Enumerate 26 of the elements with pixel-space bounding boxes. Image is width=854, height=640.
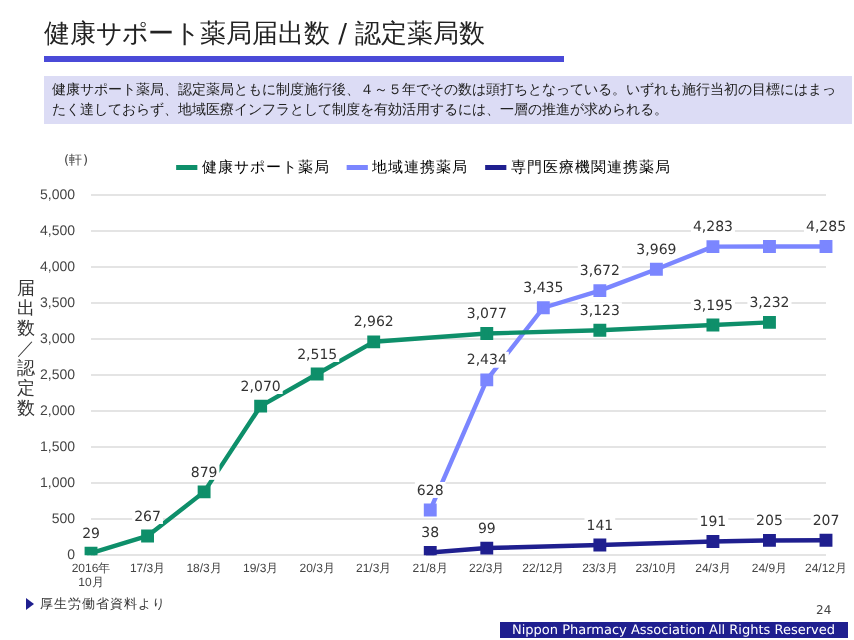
point — [423, 546, 437, 556]
point — [536, 301, 550, 315]
point — [706, 535, 720, 548]
point — [141, 529, 155, 543]
point — [254, 399, 268, 413]
point — [593, 284, 607, 298]
point — [649, 262, 663, 276]
point — [593, 538, 607, 552]
point — [480, 541, 494, 555]
point — [367, 335, 381, 349]
point — [819, 240, 833, 253]
point — [593, 323, 607, 337]
chart-title: 健康サポート薬局届出数 / 認定薬局数 — [44, 16, 564, 62]
point — [480, 373, 494, 387]
point — [197, 485, 211, 499]
point — [423, 503, 437, 517]
y-axis-title: 届出数／認定数 — [16, 280, 36, 420]
point — [706, 240, 720, 254]
point — [763, 533, 776, 547]
point — [480, 327, 494, 340]
point — [819, 533, 833, 547]
point — [763, 240, 776, 253]
point — [84, 546, 98, 556]
point — [310, 367, 324, 381]
point — [706, 318, 720, 332]
point — [763, 315, 776, 329]
